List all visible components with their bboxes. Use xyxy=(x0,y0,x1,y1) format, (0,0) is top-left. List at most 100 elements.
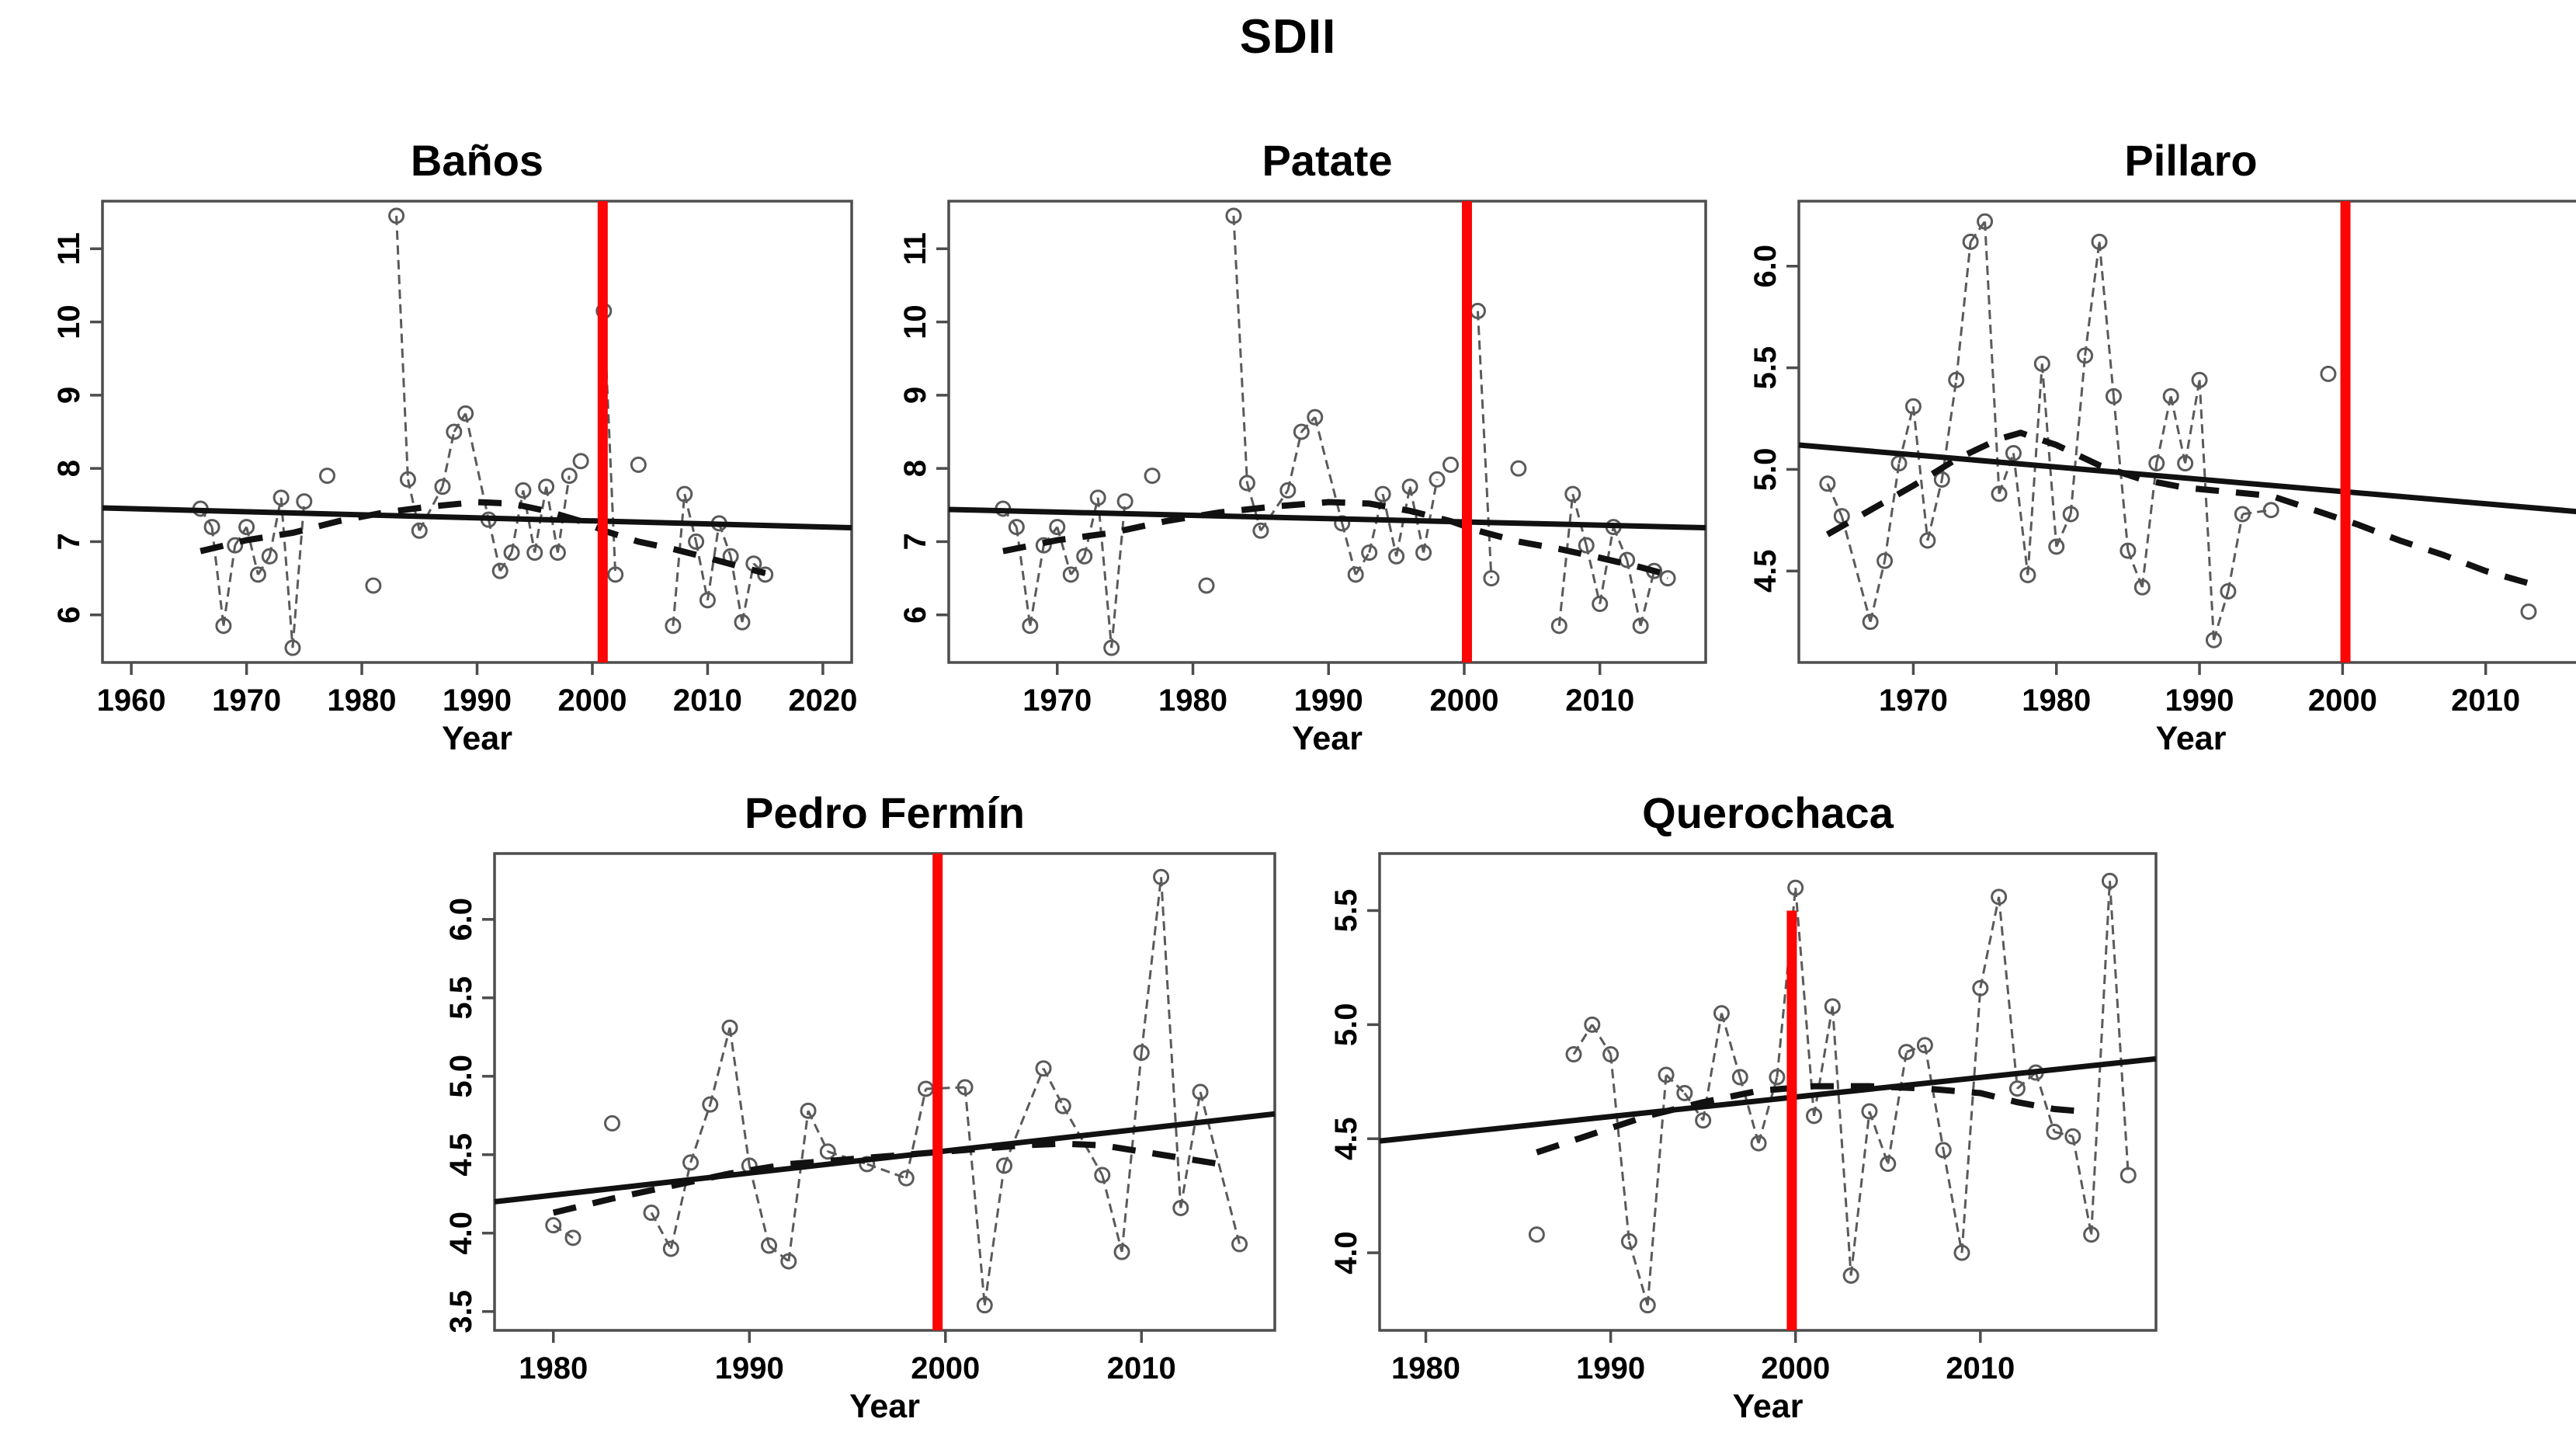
data-point xyxy=(1550,617,1567,635)
data-point xyxy=(526,544,543,562)
y-axis: 4.0 4.5 5.0 5.5 xyxy=(1329,889,1380,1274)
series-segment xyxy=(2090,881,2111,1235)
series-segment xyxy=(1955,242,1972,381)
data-point xyxy=(1388,548,1405,565)
series-segment xyxy=(669,1162,692,1250)
data-point xyxy=(1862,614,1879,631)
series-segment xyxy=(1665,1073,1686,1094)
series-segment xyxy=(1003,1068,1045,1166)
x-axis: 1970 1980 1990 2000 2010 Year xyxy=(1022,662,1634,754)
data-point xyxy=(1769,1069,1786,1086)
series-segment xyxy=(1883,463,1901,562)
plot-box xyxy=(493,852,1276,1332)
series-segment xyxy=(1776,887,1797,1078)
series-segment xyxy=(1061,1105,1104,1176)
data-series xyxy=(1819,213,2537,648)
data-point xyxy=(956,1079,974,1096)
series-segment xyxy=(729,556,744,623)
series-segment xyxy=(1056,527,1072,575)
series-segment xyxy=(556,475,571,553)
data-point xyxy=(1153,868,1170,885)
data-point xyxy=(1374,485,1391,502)
data-point xyxy=(1904,398,1922,415)
data-point xyxy=(1890,455,1908,472)
series-segment xyxy=(1286,431,1303,491)
series-segment xyxy=(395,215,409,480)
data-point xyxy=(2046,1123,2063,1140)
data-point xyxy=(1916,1037,1933,1054)
data-point xyxy=(1035,537,1052,554)
plot-banos: 1960 1970 1980 1990 2000 2010 2020 Year 6 7 8 9 10 11 xyxy=(52,200,857,754)
x-tick-label: 2010 xyxy=(1565,683,1634,718)
series-segment xyxy=(689,1104,712,1163)
data-point xyxy=(296,493,313,510)
data-point xyxy=(538,478,555,495)
series-segment xyxy=(1998,896,2019,1089)
data-point xyxy=(227,537,244,554)
data-point xyxy=(996,1157,1013,1174)
data-point xyxy=(203,519,220,536)
data-point xyxy=(1731,1069,1748,1086)
y-tick-label: 6 xyxy=(898,607,932,624)
series-segment xyxy=(1354,551,1370,575)
x-tick-label: 1990 xyxy=(715,1351,784,1386)
data-point xyxy=(1676,1084,1693,1101)
y-tick-label: 4.5 xyxy=(1329,1117,1363,1160)
x-axis-label: Year xyxy=(1292,720,1363,754)
y-tick-label: 11 xyxy=(898,232,932,265)
series-segment xyxy=(2155,395,2172,464)
x-tick-label: 2020 xyxy=(788,683,857,718)
series-segment xyxy=(1557,493,1574,627)
series-segment xyxy=(2140,463,2158,588)
series-segment xyxy=(291,501,306,648)
y-tick-label: 9 xyxy=(898,387,932,404)
data-point xyxy=(1279,482,1297,499)
x-axis: 1980 1990 2000 2010 Year xyxy=(1391,1330,2015,1422)
data-point xyxy=(1564,485,1581,502)
series-segment xyxy=(2069,355,2087,515)
data-point xyxy=(897,1170,915,1187)
data-point xyxy=(2019,566,2036,583)
data-point xyxy=(1592,596,1609,613)
data-point xyxy=(261,548,278,565)
data-point xyxy=(1972,979,1989,996)
series-segment xyxy=(1923,1045,1945,1151)
data-point xyxy=(721,1019,738,1036)
series-segment xyxy=(2184,380,2201,464)
series-segment xyxy=(1422,479,1439,553)
data-point xyxy=(630,456,647,473)
x-tick-label: 1980 xyxy=(2022,683,2091,718)
data-point xyxy=(676,485,693,502)
data-point xyxy=(2105,388,2122,405)
x-tick-label: 1970 xyxy=(1022,683,1092,718)
data-point xyxy=(1231,1236,1248,1253)
data-point xyxy=(1035,1060,1052,1077)
data-point xyxy=(2191,371,2208,388)
x-axis: 1960 1970 1980 1990 2000 2010 2020 Year xyxy=(97,662,857,754)
series-segment xyxy=(1794,887,1816,1116)
data-point xyxy=(238,519,255,536)
data-point xyxy=(2083,1226,2100,1243)
data-point xyxy=(2177,455,2194,472)
x-tick-label: 2000 xyxy=(1429,683,1498,718)
series-segment xyxy=(1314,416,1344,524)
series-segment xyxy=(1868,1111,1890,1165)
trend-line xyxy=(1379,1055,2157,1144)
y-tick-label: 9 xyxy=(52,387,86,404)
data-point xyxy=(1948,371,1965,388)
x-tick-label: 2000 xyxy=(2308,683,2377,718)
series-segment xyxy=(1476,311,1493,579)
series-segment xyxy=(1199,1091,1241,1245)
series-segment xyxy=(1960,988,1982,1253)
series-segment xyxy=(741,563,755,623)
data-point xyxy=(2091,233,2108,250)
series-segment xyxy=(2016,1071,2037,1090)
smooth-line xyxy=(1002,499,1669,578)
data-point xyxy=(1225,207,1242,224)
x-tick-label: 2000 xyxy=(557,683,627,718)
series-segment xyxy=(1906,1044,1925,1053)
x-tick-label: 1990 xyxy=(1294,683,1363,718)
y-tick-label: 4.0 xyxy=(444,1212,478,1255)
data-point xyxy=(1876,552,1894,569)
series-segment xyxy=(1738,1076,1760,1144)
